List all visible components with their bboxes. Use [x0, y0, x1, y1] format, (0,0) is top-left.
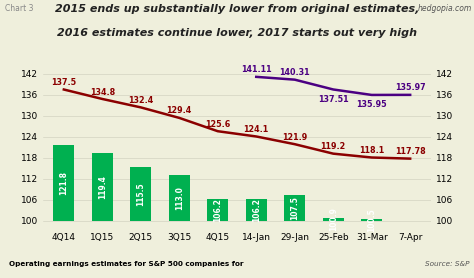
Text: Chart 3: Chart 3 [5, 4, 33, 13]
Text: 106.2: 106.2 [252, 198, 261, 222]
Text: 121.8: 121.8 [59, 171, 68, 195]
Bar [53, 145, 74, 221]
Text: 107.5: 107.5 [290, 196, 299, 220]
Text: Source: S&P: Source: S&P [425, 261, 469, 267]
Text: 124.1: 124.1 [244, 125, 269, 134]
Bar [92, 153, 113, 221]
Bar [361, 219, 382, 221]
Text: 106.2: 106.2 [213, 198, 222, 222]
Text: 119.2: 119.2 [320, 142, 346, 151]
Bar [284, 195, 305, 221]
Text: 134.8: 134.8 [90, 88, 115, 96]
Text: 121.9: 121.9 [282, 133, 307, 142]
Text: 115.5: 115.5 [137, 182, 146, 206]
Bar [130, 167, 151, 221]
Text: 2016 estimates continue lower, 2017 starts out very high: 2016 estimates continue lower, 2017 star… [57, 28, 417, 38]
Text: 129.4: 129.4 [167, 106, 192, 115]
Text: 117.78: 117.78 [395, 147, 426, 156]
Text: 125.6: 125.6 [205, 120, 230, 129]
Text: 141.11: 141.11 [241, 65, 272, 74]
Text: 113.0: 113.0 [175, 186, 184, 210]
Text: 137.51: 137.51 [318, 95, 348, 104]
Text: 137.5: 137.5 [51, 78, 76, 87]
Text: 135.95: 135.95 [356, 100, 387, 109]
Text: 135.97: 135.97 [395, 83, 426, 92]
Text: 100.9: 100.9 [328, 207, 337, 231]
Text: 2015 ends up substantially lower from original estimates,: 2015 ends up substantially lower from or… [55, 4, 419, 14]
Text: 132.4: 132.4 [128, 96, 154, 105]
Bar [323, 218, 344, 221]
Bar [169, 175, 190, 221]
Text: hedgopia.com: hedgopia.com [418, 4, 472, 13]
Text: 140.31: 140.31 [279, 68, 310, 77]
Text: 118.1: 118.1 [359, 146, 384, 155]
Bar [207, 199, 228, 221]
Bar [246, 199, 267, 221]
Text: 100.5: 100.5 [367, 208, 376, 232]
Text: Operating earnings estimates for S&P 500 companies for: Operating earnings estimates for S&P 500… [9, 261, 244, 267]
Text: 119.4: 119.4 [98, 175, 107, 199]
